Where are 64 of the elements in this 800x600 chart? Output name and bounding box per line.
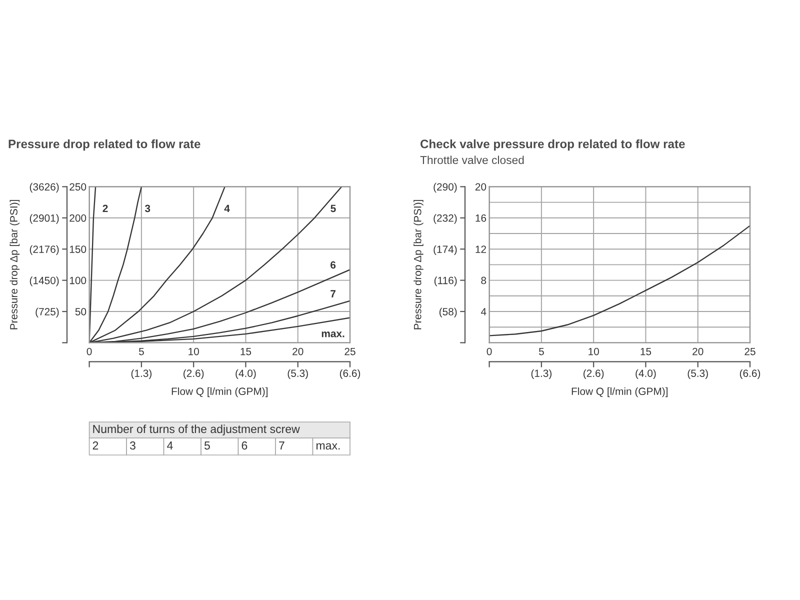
y-tick-label: 4	[480, 308, 486, 316]
y-tick-label: 50	[75, 308, 86, 316]
text: 7	[279, 442, 284, 450]
chart-title: Pressure drop related to flow rate	[8, 139, 200, 151]
y2-axis-title: Pressure drop Δp [bar (PSI)]	[10, 200, 20, 330]
y-tick-label: 250	[70, 183, 86, 191]
x-tick-label: 25	[344, 348, 356, 356]
x2-tick-label: (4.0)	[636, 369, 656, 380]
y2-tick-label: (174)	[434, 245, 457, 256]
series-label: 6	[330, 261, 336, 269]
x2-tick-label: (5.3)	[688, 369, 708, 380]
y-tick-label: 8	[481, 276, 486, 284]
text: 2	[92, 441, 98, 450]
series-label: 5	[330, 204, 336, 212]
x2-tick-label: (1.3)	[131, 369, 152, 380]
x-tick-label: 20	[692, 348, 704, 356]
series-label: 3	[144, 204, 150, 212]
x-tick-label: 5	[138, 348, 144, 356]
x2-tick-label: (4.0)	[236, 369, 256, 380]
x2-tick-label: (2.6)	[184, 369, 204, 380]
chart-subtitle: Throttle valve closed	[420, 156, 524, 164]
y2-tick-label: (232)	[434, 214, 457, 224]
y2-tick-label: (2176)	[30, 245, 59, 256]
y-tick-label: 16	[476, 214, 486, 222]
x-axis-title: Flow Q [l/min (GPM)]	[172, 387, 268, 398]
x2-tick-label: (5.3)	[288, 369, 308, 380]
y2-tick-label: (2901)	[30, 214, 59, 224]
x2-tick-label: (1.3)	[531, 369, 552, 380]
y2-tick-label: (58)	[439, 308, 457, 318]
y2-tick-label: (290)	[434, 182, 457, 193]
y-tick-label: 20	[475, 183, 486, 191]
series-label: 4	[224, 204, 230, 212]
series-label: 7	[330, 290, 336, 298]
x-tick-label: 10	[188, 348, 199, 356]
x-axis-title: Flow Q [l/min (GPM)]	[572, 387, 668, 398]
x-tick-label: 5	[538, 348, 544, 356]
text: max.	[316, 443, 340, 450]
y-tick-label: 100	[70, 276, 86, 284]
y2-tick-label: (116)	[434, 276, 457, 286]
x-tick-label: 15	[240, 348, 252, 356]
x-tick-label: 10	[588, 348, 599, 356]
x-tick-label: 0	[486, 348, 492, 356]
text: 6	[242, 441, 248, 450]
y2-tick-label: (1450)	[30, 276, 59, 286]
x-tick-label: 25	[744, 348, 756, 356]
series-label: 2	[102, 204, 108, 212]
x-tick-label: 20	[292, 348, 304, 356]
x2-tick-label: (2.6)	[584, 369, 604, 380]
legend-title: Number of turns of the adjustment screw	[93, 424, 300, 436]
x2-tick-label: (6.6)	[340, 369, 360, 380]
text: 3	[130, 441, 136, 450]
y-tick-label: 12	[476, 246, 486, 253]
x-tick-label: 0	[86, 348, 92, 356]
series-label: max.	[322, 332, 344, 338]
x2-tick-label: (6.6)	[740, 369, 760, 380]
text: 4	[167, 442, 173, 450]
text: 5	[204, 442, 210, 450]
chart-title: Check valve pressure drop related to flow rate	[420, 139, 685, 151]
x-tick-label: 15	[640, 348, 652, 356]
y-tick-label: 150	[70, 246, 86, 253]
y-tick-label: 200	[70, 214, 86, 222]
y2-tick-label: (725)	[36, 308, 59, 318]
y2-tick-label: (3626)	[30, 182, 59, 193]
y2-axis-title: Pressure drop Δp [bar (PSI)]	[414, 200, 424, 330]
